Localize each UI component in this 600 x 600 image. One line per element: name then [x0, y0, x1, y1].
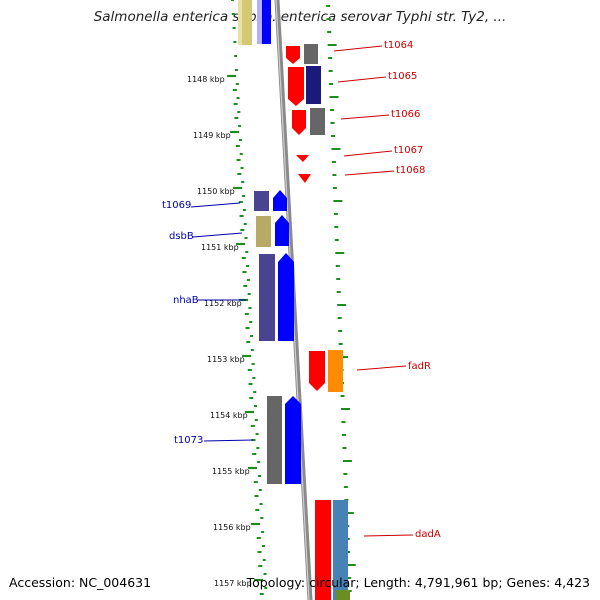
gene-t1068[interactable]	[298, 174, 311, 183]
leader-t1067	[343, 150, 393, 157]
gene-label-t1064[interactable]: t1064	[384, 40, 413, 51]
gene-t1066b[interactable]	[310, 108, 325, 135]
leader-t1064	[333, 45, 383, 52]
leader-t1065	[337, 76, 387, 83]
gene-dadA[interactable]	[315, 500, 331, 600]
gene-fadR-b[interactable]	[328, 350, 343, 392]
gene-block	[257, 0, 262, 44]
gene-t1067[interactable]	[296, 155, 309, 162]
leader-fadR	[356, 365, 407, 371]
gene-block	[336, 590, 350, 600]
left-ruler	[227, 0, 268, 595]
gene-label-t1066[interactable]: t1066	[391, 109, 420, 120]
gene-label-t1067[interactable]: t1067	[394, 145, 423, 156]
gene-t1069[interactable]	[254, 191, 269, 211]
map-title: Salmonella enterica subsp. enterica sero…	[93, 9, 507, 25]
gene-t1065b[interactable]	[306, 66, 321, 104]
gene-dadA-b[interactable]	[333, 500, 348, 600]
kbp-label: 1156 kbp	[213, 523, 251, 532]
gene-t1064b[interactable]	[304, 44, 318, 64]
leader-t1069	[190, 202, 241, 208]
topology-text: Topology: circular; Length: 4,791,961 bp…	[246, 575, 590, 590]
gene-label-dsbB[interactable]: dsbB	[169, 231, 194, 242]
gene-label-t1069[interactable]: t1069	[162, 200, 191, 211]
gene-label-dadA[interactable]: dadA	[415, 529, 441, 540]
leader-t1066	[340, 114, 390, 120]
gene-t1073[interactable]	[267, 396, 282, 484]
gene-t1066a[interactable]	[292, 110, 306, 135]
gene-label-t1073[interactable]: t1073	[174, 435, 203, 446]
kbp-label: 1152 kbp	[204, 299, 242, 308]
leader-t1068	[344, 170, 395, 176]
kbp-label: 1154 kbp	[210, 411, 248, 420]
leader-dsbB	[192, 232, 243, 238]
gene-nhaB-b[interactable]	[278, 253, 294, 341]
gene-label-fadR[interactable]: fadR	[408, 361, 431, 372]
gene-fadR[interactable]	[309, 351, 325, 391]
kbp-label: 1157 kbp	[214, 579, 252, 588]
gene-nhaB[interactable]	[259, 254, 275, 341]
gene-label-t1068[interactable]: t1068	[396, 165, 425, 176]
leader-t1073	[203, 439, 254, 442]
gene-label-t1065[interactable]: t1065	[388, 71, 417, 82]
kbp-label: 1150 kbp	[197, 187, 235, 196]
kbp-label: 1148 kbp	[187, 75, 225, 84]
accession-text: Accession: NC_004631	[9, 575, 152, 590]
gene-dsbB[interactable]	[256, 216, 271, 247]
gene-label-nhaB[interactable]: nhaB	[173, 295, 199, 306]
kbp-label: 1153 kbp	[207, 355, 245, 364]
kbp-label: 1151 kbp	[201, 243, 239, 252]
gene-t1069b[interactable]	[273, 190, 287, 211]
gene-dsbB-b[interactable]	[275, 215, 289, 246]
gene-block	[242, 0, 252, 45]
gene-t1073b[interactable]	[285, 396, 301, 484]
kbp-label: 1149 kbp	[193, 131, 231, 140]
gene-t1065a[interactable]	[288, 67, 304, 106]
kbp-label: 1155 kbp	[212, 467, 250, 476]
gene-t1064a[interactable]	[286, 46, 300, 64]
leader-dadA	[363, 534, 414, 537]
